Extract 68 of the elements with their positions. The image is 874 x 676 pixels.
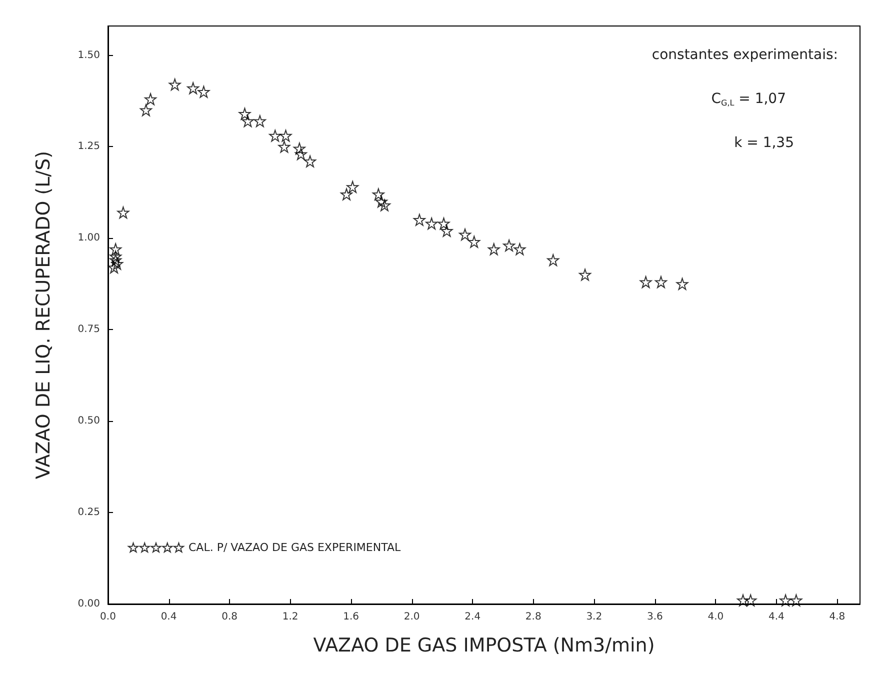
point: [375, 196, 388, 208]
x-tick-label: 1.6: [343, 612, 360, 622]
point: [780, 594, 792, 606]
annotation: constantes experimentais:: [652, 47, 838, 63]
point: [242, 115, 254, 128]
point: [790, 594, 802, 606]
point: [503, 239, 516, 252]
y-tick-label: 1.00: [78, 232, 100, 244]
point: [187, 82, 200, 94]
x-tick-label: 0.0: [100, 612, 116, 622]
x-tick-label: 4.4: [768, 612, 784, 622]
point: [198, 86, 210, 98]
x-tick-label: 3.2: [586, 612, 602, 622]
legend-label: CAL. P/ VAZAO DE GAS EXPERIMENTAL: [188, 541, 402, 554]
x-tick-label: 1.2: [282, 612, 298, 622]
x-tick-label: 2.0: [404, 612, 420, 622]
annotation: k = 1,35: [734, 135, 794, 151]
point: [278, 140, 290, 153]
x-tick-label: 4.8: [829, 612, 846, 622]
point: [547, 254, 560, 266]
point: [110, 243, 122, 256]
y-tick-label: 1.25: [78, 141, 100, 152]
point: [413, 214, 426, 226]
point: [111, 258, 124, 270]
y-tick-label: 0.50: [78, 416, 100, 427]
point: [140, 104, 152, 116]
x-tick-label: 0.8: [222, 612, 238, 622]
point: [304, 155, 316, 168]
point: [579, 268, 592, 281]
point: [340, 188, 353, 200]
point: [117, 206, 130, 219]
x-tick-label: 4.0: [708, 612, 724, 622]
x-tick-label: 0.4: [160, 612, 177, 622]
point: [676, 278, 688, 290]
point: [372, 188, 384, 200]
point: [293, 142, 306, 155]
point: [488, 243, 500, 256]
point: [108, 261, 120, 274]
point: [640, 276, 652, 288]
point: [468, 236, 480, 248]
point: [459, 228, 472, 241]
point: [280, 130, 292, 142]
point: [346, 180, 359, 193]
y-tick-label: 0.25: [78, 507, 100, 518]
x-tick-label: 3.6: [646, 612, 663, 622]
point: [737, 594, 750, 606]
point: [144, 93, 157, 106]
point: [269, 130, 282, 142]
point: [654, 276, 667, 288]
point: [110, 250, 122, 262]
point: [110, 254, 122, 266]
y-tick-label: 0.75: [78, 324, 100, 336]
x-tick-label: 2.8: [525, 612, 542, 622]
point: [254, 115, 266, 128]
point: [744, 594, 757, 606]
x-tick-label: 2.4: [464, 612, 481, 622]
point: [238, 108, 251, 120]
point: [168, 78, 181, 91]
y-axis-title: VAZAO DE LIQ. RECUPERADO (L/S): [32, 150, 54, 480]
y-tick-label: 0.00: [78, 598, 100, 610]
x-axis-title: VAZAO DE GAS IMPOSTA (Nm3/min): [313, 634, 655, 656]
y-tick-label: 1.50: [78, 50, 100, 61]
point: [438, 218, 450, 230]
point: [514, 243, 526, 256]
point: [440, 224, 453, 237]
point: [378, 199, 390, 212]
point: [294, 148, 307, 160]
point: [426, 218, 438, 230]
